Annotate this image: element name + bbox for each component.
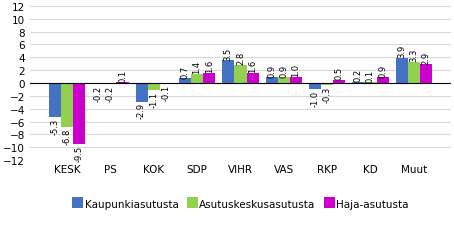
Bar	[234, 66, 247, 84]
Bar	[191, 75, 203, 84]
Bar	[352, 82, 365, 84]
Bar	[395, 59, 408, 84]
Bar	[247, 73, 259, 84]
Text: 0.5: 0.5	[335, 67, 344, 80]
Bar	[73, 84, 85, 144]
Text: -0.2: -0.2	[106, 86, 115, 102]
Bar	[266, 78, 278, 84]
Text: 1.4: 1.4	[192, 61, 202, 74]
Text: 0.1: 0.1	[118, 69, 127, 82]
Text: -6.8: -6.8	[63, 128, 72, 144]
Bar	[148, 84, 160, 91]
Bar	[49, 84, 61, 118]
Bar	[278, 78, 290, 84]
Bar	[61, 84, 73, 127]
Text: 1.6: 1.6	[248, 59, 257, 73]
Text: 3.9: 3.9	[397, 45, 406, 58]
Text: -0.2: -0.2	[94, 86, 103, 102]
Text: -1.1: -1.1	[149, 91, 158, 107]
Bar	[333, 80, 345, 84]
Text: 0.7: 0.7	[180, 65, 189, 79]
Bar	[104, 84, 116, 85]
Text: 0.9: 0.9	[279, 64, 288, 77]
Bar	[135, 84, 148, 102]
Bar	[92, 84, 104, 85]
Bar	[365, 83, 376, 84]
Bar	[179, 79, 191, 84]
Bar	[420, 65, 432, 84]
Bar	[309, 84, 321, 90]
Text: -2.9: -2.9	[137, 103, 146, 119]
Bar	[203, 73, 215, 84]
Text: 2.9: 2.9	[421, 51, 430, 65]
Text: 2.8: 2.8	[236, 52, 245, 65]
Text: -5.3: -5.3	[50, 118, 59, 134]
Text: -9.5: -9.5	[74, 145, 84, 161]
Text: 1.6: 1.6	[205, 59, 214, 73]
Text: 3.3: 3.3	[410, 49, 418, 62]
Text: 1.0: 1.0	[291, 64, 301, 77]
Text: -0.3: -0.3	[323, 86, 331, 102]
Text: 3.5: 3.5	[224, 47, 233, 60]
Text: -0.1: -0.1	[161, 85, 170, 101]
Text: 0.2: 0.2	[354, 69, 363, 82]
Bar	[321, 84, 333, 86]
Text: 0.9: 0.9	[267, 64, 276, 77]
Bar	[408, 62, 420, 84]
Text: 0.9: 0.9	[378, 64, 387, 77]
Text: 0.1: 0.1	[366, 69, 375, 82]
Legend: Kaupunkiasutusta, Asutuskeskusasutusta, Haja-asutusta: Kaupunkiasutusta, Asutuskeskusasutusta, …	[68, 196, 413, 214]
Text: -1.0: -1.0	[311, 91, 320, 107]
Bar	[116, 83, 128, 84]
Bar	[222, 61, 234, 84]
Bar	[290, 77, 302, 84]
Bar	[376, 78, 389, 84]
